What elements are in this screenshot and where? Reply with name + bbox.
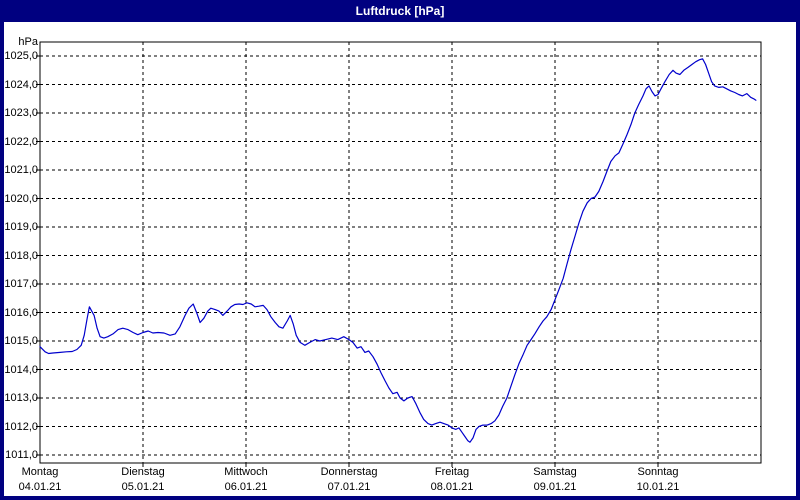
y-axis-label: 1022,0 [4, 135, 38, 148]
window-border-left [0, 0, 4, 500]
x-axis-day-label: Donnerstag [320, 466, 378, 478]
y-axis-label: 1017,0 [4, 278, 38, 290]
y-axis-label: 1014,0 [4, 363, 38, 376]
x-axis-date-label: 09.01.21 [533, 481, 577, 493]
x-axis-day-label: Sonntag [637, 466, 679, 478]
y-axis-label: 1012,0 [4, 420, 38, 433]
x-axis-day-label: Mittwoch [224, 466, 268, 478]
y-axis-label: 1025,0 [4, 50, 38, 62]
y-axis-label: 1023,0 [4, 107, 38, 119]
y-axis-label: 1016,0 [4, 306, 38, 319]
y-axis-label: 1020,0 [4, 192, 38, 205]
x-axis-day-label: Dienstag [121, 466, 165, 478]
x-axis-date-label: 04.01.21 [18, 481, 62, 493]
x-axis-date-label: 10.01.21 [636, 481, 680, 493]
x-axis-day-label: Samstag [533, 466, 577, 478]
window-border-bottom [0, 496, 800, 500]
y-axis-label: 1018,0 [4, 249, 38, 262]
y-axis-label: 1021,0 [4, 164, 38, 176]
y-axis-unit-label: hPa [18, 36, 38, 48]
window-border-right [796, 0, 800, 500]
x-axis-date-label: 07.01.21 [327, 481, 371, 493]
x-axis-day-label: Montag [21, 466, 59, 478]
page-title: Luftdruck [hPa] [355, 4, 445, 18]
x-axis-day-label: Freitag [434, 466, 470, 478]
x-axis-date-label: 06.01.21 [224, 481, 268, 493]
y-axis-label: 1024,0 [4, 78, 38, 91]
title-bar: Luftdruck [hPa] [0, 0, 800, 22]
y-axis-label: 1015,0 [4, 335, 38, 347]
y-axis-label: 1011,0 [5, 449, 38, 461]
x-axis-date-label: 05.01.21 [121, 481, 165, 493]
x-axis-date-label: 08.01.21 [430, 481, 474, 493]
y-axis-label: 1013,0 [4, 392, 38, 404]
y-axis-label: 1019,0 [4, 221, 38, 233]
